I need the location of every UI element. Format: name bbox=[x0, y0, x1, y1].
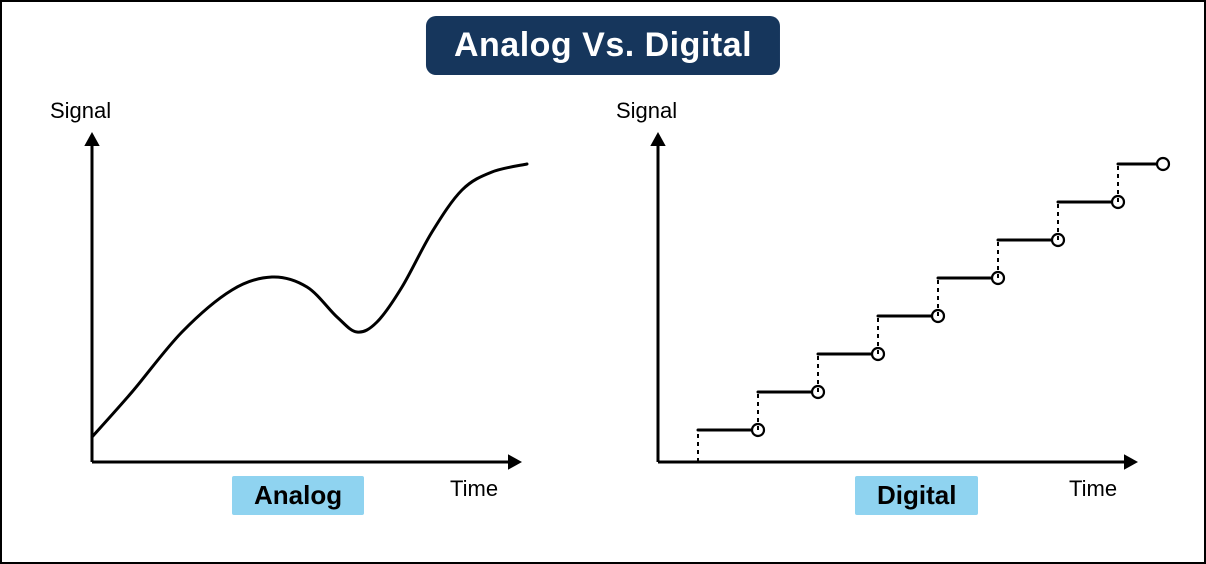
digital-x-label: Time bbox=[1069, 476, 1117, 502]
analog-x-label: Time bbox=[450, 476, 498, 502]
diagram-frame: Analog Vs. Digital Signal Time Analog Si… bbox=[0, 0, 1206, 564]
digital-panel: Signal Time Digital bbox=[603, 92, 1204, 562]
main-title: Analog Vs. Digital bbox=[426, 16, 780, 75]
panels-container: Signal Time Analog Signal Time Digital bbox=[2, 92, 1204, 562]
analog-sub-label: Analog bbox=[232, 476, 364, 515]
digital-sub-label: Digital bbox=[855, 476, 978, 515]
analog-panel: Signal Time Analog bbox=[2, 92, 603, 562]
